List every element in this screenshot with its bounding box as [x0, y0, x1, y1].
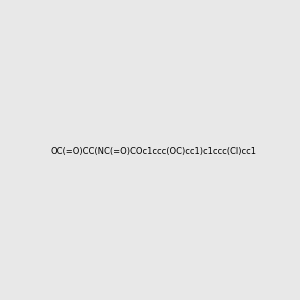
Text: OC(=O)CC(NC(=O)COc1ccc(OC)cc1)c1ccc(Cl)cc1: OC(=O)CC(NC(=O)COc1ccc(OC)cc1)c1ccc(Cl)c…: [51, 147, 257, 156]
